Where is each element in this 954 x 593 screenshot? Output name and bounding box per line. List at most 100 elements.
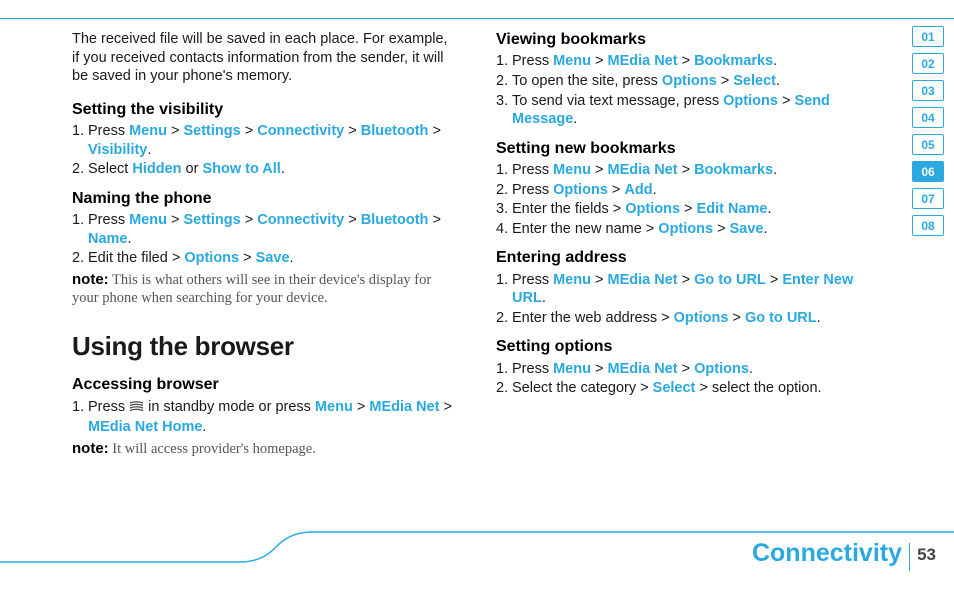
keyword: Options [694, 361, 749, 377]
list-item: To open the site, press Options > Select… [512, 72, 882, 91]
keyword: Name [88, 231, 128, 247]
text: . [542, 290, 546, 306]
text: . [817, 310, 821, 326]
text: . [290, 250, 294, 266]
text: Press [512, 272, 553, 288]
keyword: Save [256, 250, 290, 266]
text: . [773, 162, 777, 178]
list-item: Select the category > Select > select th… [512, 379, 882, 398]
keyword: Edit Name [697, 201, 768, 217]
text: Press [512, 182, 553, 198]
list-visibility: Press Menu > Settings > Connectivity > B… [72, 122, 458, 179]
footer-page-number: 53 [917, 545, 936, 565]
keyword: Bookmarks [694, 53, 773, 69]
text: Press [88, 123, 129, 139]
keyword: Options [662, 73, 717, 89]
keyword: MEdia Net [607, 162, 677, 178]
text: . [773, 53, 777, 69]
text: in standby mode or press [144, 399, 315, 415]
subhead-entering-address: Entering address [496, 248, 882, 268]
text: Enter the new name > [512, 221, 658, 237]
text: > select the option. [695, 380, 821, 396]
text: Press [512, 53, 553, 69]
text: To open the site, press [512, 73, 662, 89]
text: Press [512, 361, 553, 377]
keyword: Options [553, 182, 608, 198]
keyword: Menu [553, 53, 591, 69]
text: Select [88, 161, 132, 177]
footer-section-title: Connectivity [752, 539, 902, 568]
keyword: Menu [129, 123, 167, 139]
keyword: MEdia Net [607, 361, 677, 377]
keyword: Go to URL [694, 272, 766, 288]
globe-icon [129, 398, 144, 419]
list-accessing: Press in standby mode or press Menu > ME… [72, 398, 458, 437]
list-item: Press Menu > MEdia Net > Options. [512, 360, 882, 379]
list-item: To send via text message, press Options … [512, 92, 882, 129]
keyword: Connectivity [257, 123, 344, 139]
subhead-setting-bookmarks: Setting new bookmarks [496, 139, 882, 159]
keyword: Menu [315, 399, 353, 415]
text: Press [88, 212, 129, 228]
list-item: Press Menu > MEdia Net > Bookmarks. [512, 52, 882, 71]
subhead-setting-options: Setting options [496, 337, 882, 357]
text: Press [88, 399, 129, 415]
top-rule [0, 18, 954, 19]
tab-07[interactable]: 07 [912, 188, 944, 209]
list-item: Press in standby mode or press Menu > ME… [88, 398, 458, 437]
text: Select the category > [512, 380, 653, 396]
text: . [749, 361, 753, 377]
keyword: Visibility [88, 142, 147, 158]
list-item: Press Menu > MEdia Net > Go to URL > Ent… [512, 271, 882, 308]
keyword: Bluetooth [361, 123, 429, 139]
keyword: Settings [183, 123, 240, 139]
tab-04[interactable]: 04 [912, 107, 944, 128]
keyword: Options [184, 250, 239, 266]
note-label: note: [72, 440, 109, 457]
keyword: Go to URL [745, 310, 817, 326]
text: Enter the web address > [512, 310, 674, 326]
subhead-viewing-bookmarks: Viewing bookmarks [496, 30, 882, 50]
text: . [573, 111, 577, 127]
text: or [181, 161, 202, 177]
list-item: Press Options > Add. [512, 181, 882, 200]
list-item: Enter the web address > Options > Go to … [512, 309, 882, 328]
keyword: Hidden [132, 161, 181, 177]
note: note: It will access provider's homepage… [72, 439, 458, 459]
tab-08[interactable]: 08 [912, 215, 944, 236]
intro-text: The received file will be saved in each … [72, 30, 458, 86]
subhead-visibility: Setting the visibility [72, 100, 458, 120]
text: . [767, 201, 771, 217]
keyword: Bluetooth [361, 212, 429, 228]
tab-02[interactable]: 02 [912, 53, 944, 74]
tab-05[interactable]: 05 [912, 134, 944, 155]
keyword: Options [658, 221, 713, 237]
keyword: MEdia Net [369, 399, 439, 415]
note-text: It will access provider's homepage. [109, 441, 316, 457]
footer-divider [909, 543, 910, 571]
tab-06[interactable]: 06 [912, 161, 944, 182]
list-item: Enter the fields > Options > Edit Name. [512, 200, 882, 219]
tab-01[interactable]: 01 [912, 26, 944, 47]
keyword: Options [625, 201, 680, 217]
section-tabs: 01 02 03 04 05 06 07 08 [912, 26, 944, 242]
text: Enter the fields > [512, 201, 625, 217]
right-column: Viewing bookmarks Press Menu > MEdia Net… [496, 30, 882, 460]
keyword: Bookmarks [694, 162, 773, 178]
keyword: Menu [553, 361, 591, 377]
text: . [128, 231, 132, 247]
keyword: Settings [183, 212, 240, 228]
list-item: Enter the new name > Options > Save. [512, 220, 882, 239]
list-item: Press Menu > Settings > Connectivity > B… [88, 211, 458, 248]
keyword: MEdia Net [607, 272, 677, 288]
heading-using-browser: Using the browser [72, 330, 458, 363]
subhead-naming: Naming the phone [72, 189, 458, 209]
tab-03[interactable]: 03 [912, 80, 944, 101]
keyword: Menu [129, 212, 167, 228]
keyword: Select [653, 380, 696, 396]
keyword: Connectivity [257, 212, 344, 228]
content-area: The received file will be saved in each … [72, 30, 882, 460]
text: Edit the filed > [88, 250, 184, 266]
left-column: The received file will be saved in each … [72, 30, 458, 460]
text: Press [512, 162, 553, 178]
